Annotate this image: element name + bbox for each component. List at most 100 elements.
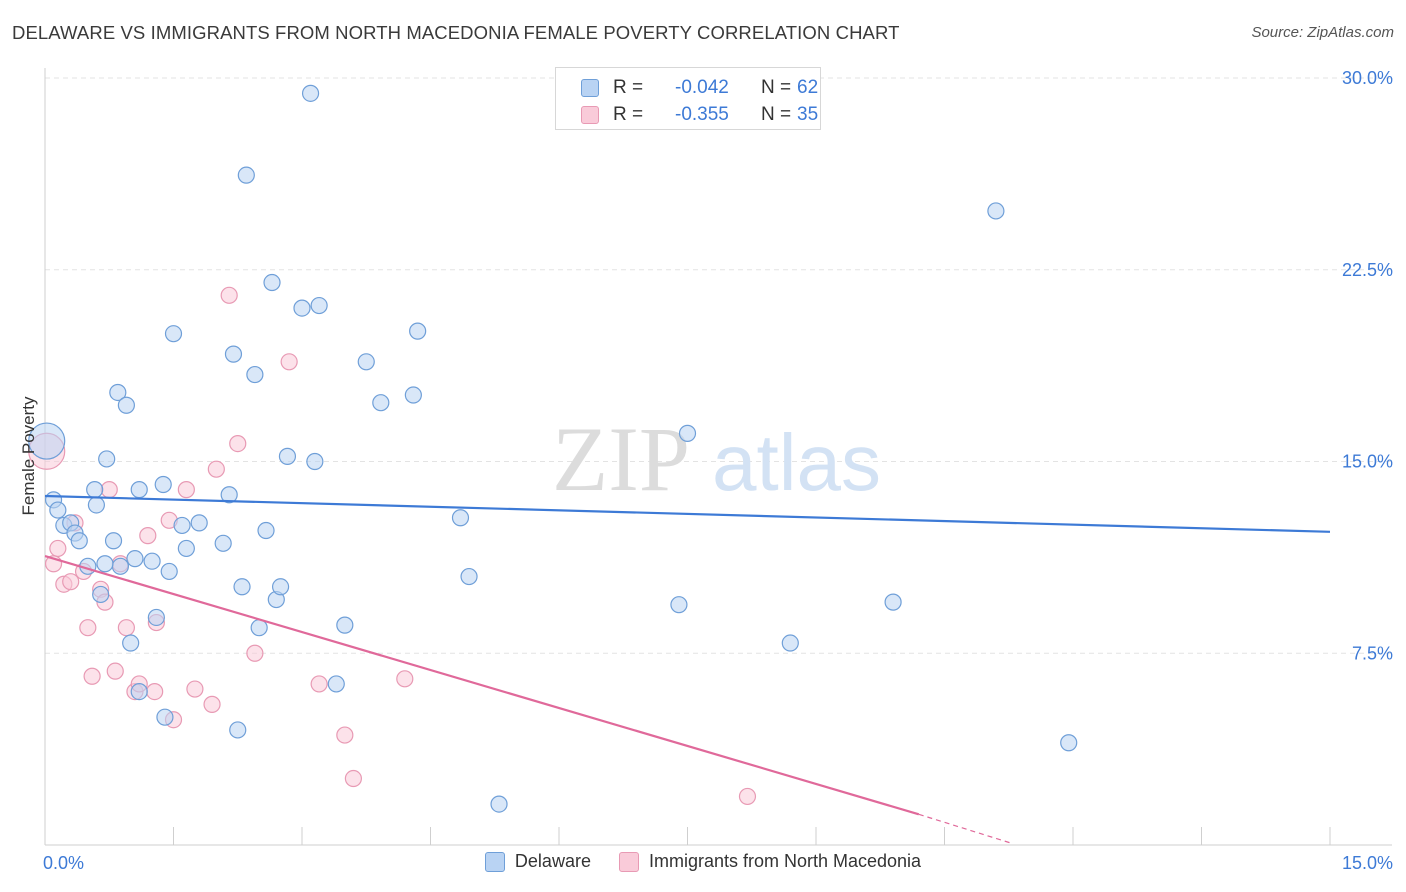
delaware-point [117,396,135,414]
delaware-point [156,708,174,726]
macedonia-point [62,573,80,591]
macedonia-point [246,644,264,662]
delaware-r-label: R = [613,77,644,98]
legend-item-delaware[interactable]: Delaware [484,851,591,872]
delaware-point [278,447,297,465]
delaware-point [173,516,191,535]
macedonia-swatch [581,106,599,124]
delaware-point [263,273,281,292]
delaware-point [257,521,275,540]
delaware-point [86,481,104,499]
watermark-atlas: atlas [712,418,881,507]
delaware-point [670,596,688,614]
y-tick-label: 15.0% [1342,452,1393,472]
watermark-zip: ZIP [552,408,690,510]
macedonia-point [79,619,97,637]
delaware-point [237,166,255,184]
delaware-point [490,795,508,813]
macedonia-points [28,286,757,806]
delaware-n-value: 62 [797,77,819,98]
delaware-point [460,567,478,586]
x-tick-label: 0.0% [43,853,84,873]
delaware-point [126,550,144,568]
y-tick-label: 7.5% [1352,643,1393,663]
delaware-point [87,496,106,514]
trend-lines [44,494,1331,845]
delaware-point [301,84,320,102]
delaware-point [781,634,799,652]
macedonia-point [83,667,101,685]
y-axis-label: Female Poverty [19,396,38,516]
delaware-point [164,325,183,343]
delaware-point [109,383,127,402]
delaware-swatch [581,79,599,97]
delaware-point [220,486,238,504]
macedonia-trend-extension [918,813,1014,845]
delaware-point [96,555,114,573]
delaware-point [678,424,697,442]
delaware-point [104,532,123,550]
macedonia-point [738,787,757,806]
macedonia-point [310,675,328,693]
delaware-point [143,552,161,570]
delaware-trend-line [44,494,1331,533]
legend-swatch-delaware [484,851,505,872]
tick-labels: 7.5% 15.0% 22.5% 30.0% 0.0% 15.0% [43,68,1393,873]
macedonia-n-value: 35 [797,104,819,125]
delaware-point [130,481,148,499]
delaware-point [98,450,116,468]
delaware-point [154,475,172,494]
legend-item-macedonia[interactable]: Immigrants from North Macedonia [618,851,922,872]
grid-layer [45,77,1392,654]
macedonia-r-label: R = [613,104,644,125]
delaware-point [1060,734,1078,752]
delaware-points [28,84,1078,813]
delaware-point [49,501,67,519]
macedonia-point [280,353,298,371]
x-tick-label: 15.0% [1342,853,1393,873]
delaware-point [233,578,251,596]
macedonia-point [49,539,67,558]
delaware-r-value: -0.042 [675,77,729,98]
delaware-point [327,675,345,693]
macedonia-point [336,726,354,744]
macedonia-point [207,460,225,478]
macedonia-trend-line [44,555,920,816]
macedonia-point [396,670,414,688]
delaware-point [130,682,148,701]
delaware-point [409,322,427,340]
macedonia-point [186,680,204,698]
delaware-n-label: N = [761,77,792,98]
macedonia-r-value: -0.355 [675,104,729,125]
delaware-point [246,365,264,384]
delaware-point [214,534,232,552]
legend-label-macedonia: Immigrants from North Macedonia [648,851,922,871]
chart-title: DELAWARE VS IMMIGRANTS FROM NORTH MACEDO… [12,22,900,43]
macedonia-point [146,682,164,701]
delaware-point [271,578,290,596]
stats-legend: R = -0.042 N = 62 R = -0.355 N = 35 [555,67,821,130]
delaware-point [229,721,247,739]
delaware-point [884,593,902,611]
delaware-point [147,608,165,627]
source-label: Source: ZipAtlas.com [1251,24,1394,41]
macedonia-n-label: N = [761,104,792,125]
delaware-point [987,202,1005,220]
delaware-point [28,422,66,460]
delaware-point [451,509,470,527]
bottom-legend: Delaware Immigrants from North Macedonia [0,851,1406,872]
delaware-point [306,452,324,471]
macedonia-point [220,286,238,304]
delaware-point [372,394,390,412]
watermark: ZIP atlas [552,408,881,510]
delaware-point [177,539,195,558]
delaware-point [357,353,375,371]
delaware-point [404,386,422,404]
legend-label-delaware: Delaware [514,851,591,871]
delaware-point [160,562,178,581]
macedonia-point [344,769,362,788]
delaware-point [92,585,110,604]
delaware-point [111,557,129,575]
delaware-point [336,616,354,634]
